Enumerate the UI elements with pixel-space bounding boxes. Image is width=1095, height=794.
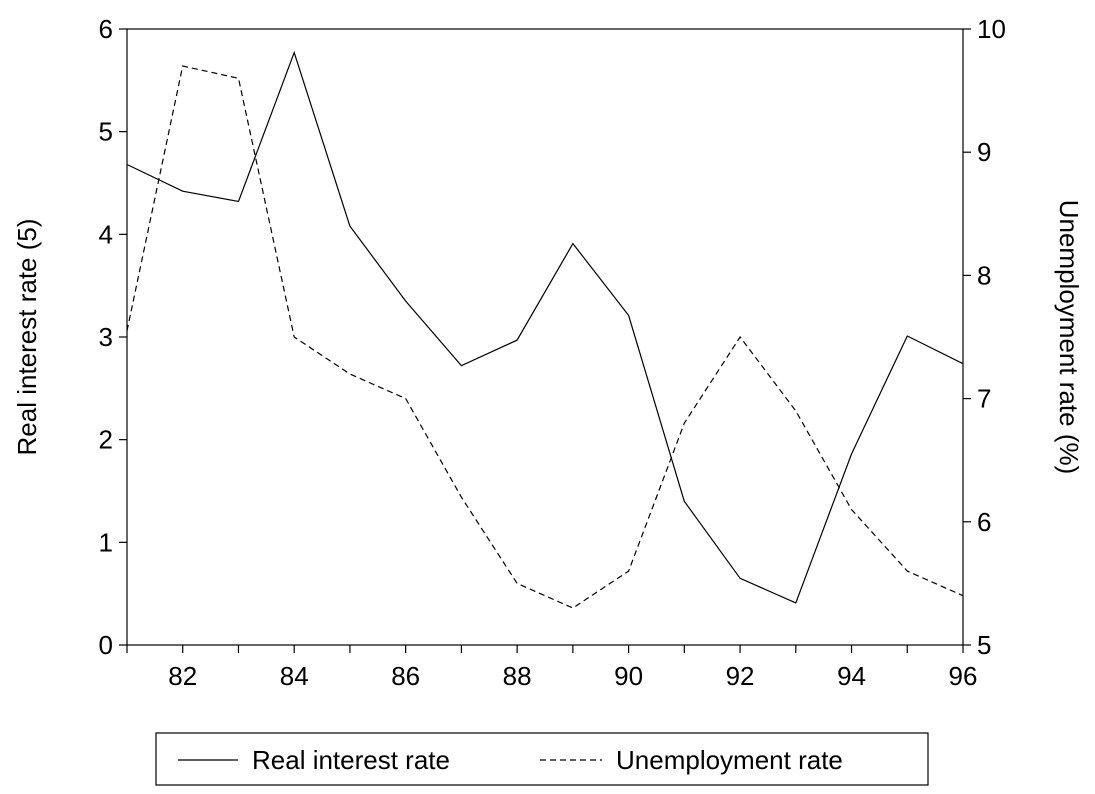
legend-box bbox=[155, 732, 929, 786]
y-left-tick-label: 3 bbox=[99, 322, 113, 352]
series-layer bbox=[126, 50, 964, 609]
series-line-real-interest-rate bbox=[126, 50, 964, 604]
y-right-tick-label: 10 bbox=[977, 14, 1006, 44]
y-right-tick-label: 8 bbox=[977, 260, 991, 290]
y-left-tick-label: 6 bbox=[99, 14, 113, 44]
x-tick-label: 86 bbox=[391, 661, 420, 691]
legend: Real interest rate Unemployment rate bbox=[155, 732, 929, 786]
legend-label-real-interest-rate: Real interest rate bbox=[252, 745, 450, 775]
y-left-tick-label: 4 bbox=[99, 219, 113, 249]
y-right-tick-label: 7 bbox=[977, 384, 991, 414]
y-axis-left: 0 1 2 3 4 5 6 bbox=[99, 14, 127, 660]
y-right-tick-label: 9 bbox=[977, 137, 991, 167]
x-tick-label: 94 bbox=[837, 661, 866, 691]
x-tick-label: 88 bbox=[503, 661, 532, 691]
series-line-unemployment-rate bbox=[126, 65, 964, 609]
x-tick-label: 84 bbox=[280, 661, 309, 691]
plot-area bbox=[126, 28, 964, 646]
y-left-tick-label: 2 bbox=[99, 425, 113, 455]
y-axis-label-right: Unemployment rate (%) bbox=[1054, 200, 1084, 475]
y-left-tick-label: 0 bbox=[99, 630, 113, 660]
y-axis-right: 5 6 7 8 9 10 bbox=[963, 14, 1006, 660]
x-tick-label: 92 bbox=[726, 661, 755, 691]
y-right-tick-label: 6 bbox=[977, 507, 991, 537]
y-right-tick-label: 5 bbox=[977, 630, 991, 660]
plot-frame bbox=[126, 28, 964, 646]
y-axis-label-left: Real interest rate (5) bbox=[12, 219, 42, 456]
x-tick-label: 96 bbox=[949, 661, 978, 691]
legend-label-unemployment-rate: Unemployment rate bbox=[616, 745, 843, 775]
x-tick-label: 82 bbox=[168, 661, 197, 691]
y-left-tick-label: 1 bbox=[99, 527, 113, 557]
x-tick-label: 90 bbox=[614, 661, 643, 691]
y-left-tick-label: 5 bbox=[99, 117, 113, 147]
x-axis: 82 84 86 88 90 92 94 96 bbox=[126, 645, 978, 691]
